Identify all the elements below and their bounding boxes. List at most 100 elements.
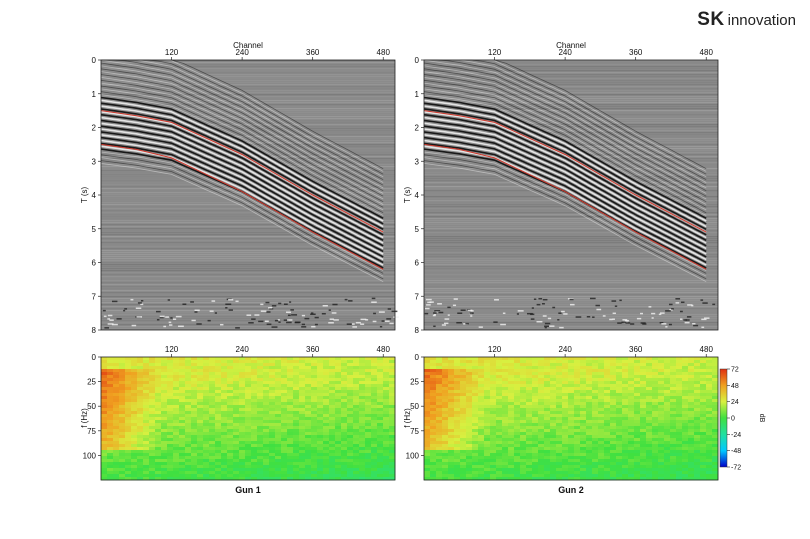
spectrum-cell (191, 477, 198, 481)
spectrum-cell (251, 414, 258, 418)
spectrum-cell (682, 474, 689, 478)
spectrum-cell (622, 444, 629, 448)
spectrum-cell (484, 453, 491, 457)
reflection-event (100, 79, 384, 203)
spectrum-cell (125, 438, 132, 442)
spectrum-cell (454, 453, 461, 457)
spectrum-cell (263, 450, 270, 454)
spectrum-cell (658, 411, 665, 415)
spectrum-cell (155, 471, 162, 475)
spectrum-cell (107, 378, 114, 382)
spectrum-cell (227, 414, 234, 418)
spectrum-cell (544, 426, 551, 430)
spectrum-cell (688, 423, 695, 427)
spectrum-cell (502, 417, 509, 421)
spectrum-cell (275, 417, 282, 421)
spectrum-cell (233, 423, 240, 427)
spectrum-cell (215, 468, 222, 472)
spectrum-cell (137, 366, 144, 370)
spectrum-cell (652, 399, 659, 403)
spectrum-cell (197, 465, 204, 469)
spectrum-cell (514, 432, 521, 436)
noise-speck (559, 326, 564, 329)
spectrum-cell (131, 414, 138, 418)
spectrum-cell (694, 447, 701, 451)
spectrum-cell (275, 435, 282, 439)
spectrum-cell (341, 465, 348, 469)
spectrum-cell (179, 360, 186, 364)
spectrum-cell (275, 366, 282, 370)
spectrum-cell (221, 474, 228, 478)
spectrum-cell (574, 411, 581, 415)
reflection-event (100, 119, 384, 242)
spectrum-cell (478, 441, 485, 445)
spectrum-cell (299, 429, 306, 433)
spectrum-cell (568, 468, 575, 472)
spectrum-cell (472, 402, 479, 406)
spectrum-cell (197, 372, 204, 376)
spectrum-cell (592, 375, 599, 379)
spectrum-cell (436, 423, 443, 427)
spectrum-cell (359, 438, 366, 442)
spectrum-cell (424, 375, 431, 379)
texture-line (101, 310, 395, 312)
spectrum-cell (520, 372, 527, 376)
spectrum-cell (484, 450, 491, 454)
spectrum-cell (556, 465, 563, 469)
spectrum-cell (359, 405, 366, 409)
spectrum-cell (299, 441, 306, 445)
spectrum-cell (275, 447, 282, 451)
spectrum-cell (634, 402, 641, 406)
spectrum-cell (143, 396, 150, 400)
spectrum-cell (574, 459, 581, 463)
spectrum-cell (317, 393, 324, 397)
spectrum-cell (245, 456, 252, 460)
noise-speck (190, 301, 194, 303)
spectrum-cell (389, 375, 396, 379)
spectrum-cell (454, 456, 461, 460)
panel-title: Gun 2 (558, 485, 584, 495)
spectrum-cell (682, 390, 689, 394)
texture-line (101, 320, 395, 322)
spectrum-cell (568, 429, 575, 433)
spectrum-cell (454, 360, 461, 364)
spectrum-cell (257, 471, 264, 475)
spectrum-cell (490, 444, 497, 448)
spectrum-cell (622, 411, 629, 415)
spectrum-cell (161, 474, 168, 478)
spectrum-cell (203, 405, 210, 409)
spectrum-cell (227, 417, 234, 421)
spectrum-cell (550, 453, 557, 457)
spectrum-cell (239, 441, 246, 445)
spectrum-cell (251, 438, 258, 442)
spectrum-cell (460, 384, 467, 388)
spectrum-cell (652, 462, 659, 466)
spectrum-cell (143, 411, 150, 415)
texture-line (101, 222, 395, 224)
texture-line (101, 224, 395, 226)
spectrum-cell (107, 414, 114, 418)
noise-speck (465, 322, 469, 325)
spectrum-cell (203, 375, 210, 379)
spectrum-cell (329, 471, 336, 475)
spectrum-cell (622, 387, 629, 391)
spectrum-cell (263, 378, 270, 382)
spectrum-cell (598, 357, 605, 361)
spectrum-cell (694, 423, 701, 427)
spectrum-cell (119, 360, 126, 364)
spectrum-cell (604, 360, 611, 364)
spectrum-cell (490, 378, 497, 382)
spectrum-cell (323, 363, 330, 367)
spectrum-cell (383, 441, 390, 445)
spectrum-cell (442, 429, 449, 433)
spectrum-cell (586, 357, 593, 361)
spectrum-cell (113, 456, 120, 460)
spectrum-cell (610, 360, 617, 364)
spectrum-cell (233, 456, 240, 460)
spectrum-cell (502, 411, 509, 415)
spectrum-cell (676, 441, 683, 445)
reflection-event (423, 91, 707, 214)
noise-speck (592, 316, 595, 318)
spectrum-cell (107, 366, 114, 370)
spectrum-cell (646, 462, 653, 466)
